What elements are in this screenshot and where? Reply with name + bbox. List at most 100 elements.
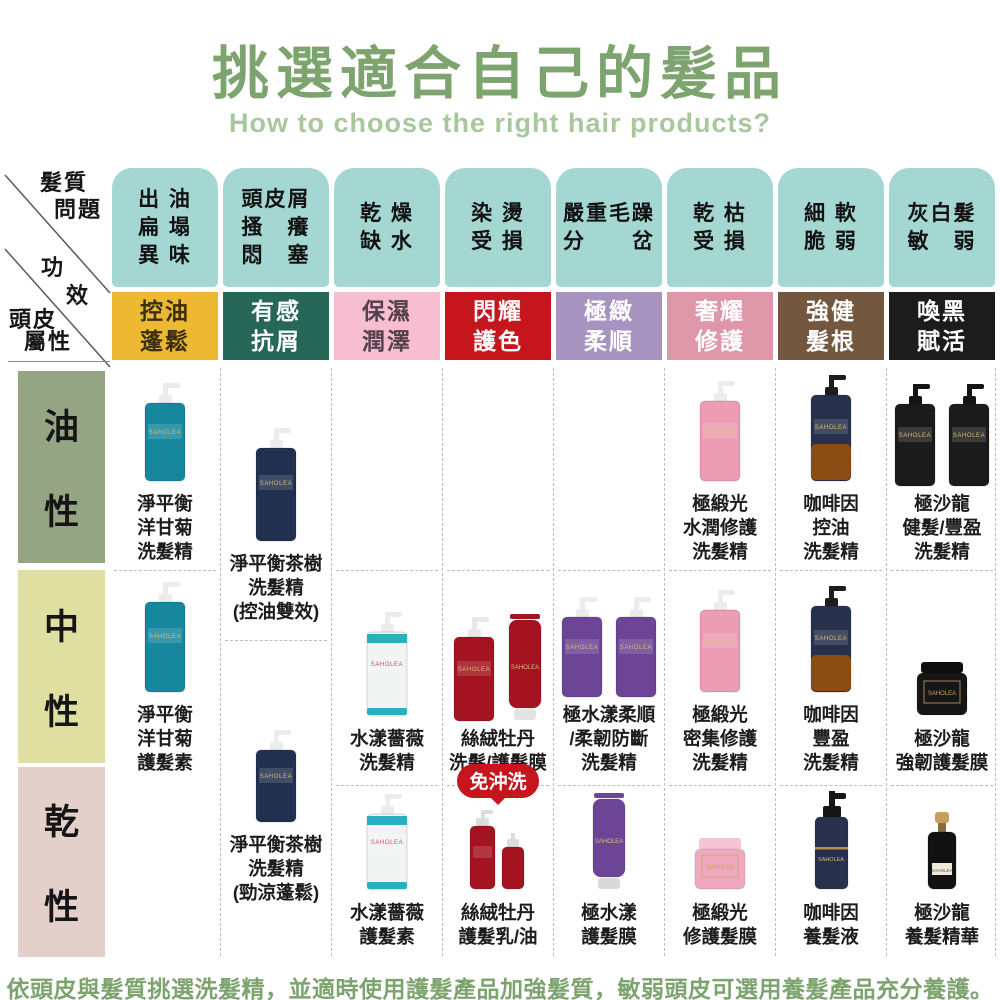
- grid-divider-horizontal: [336, 785, 438, 786]
- problem-header-moisturizing: 乾 燥缺 水: [334, 168, 440, 287]
- svg-text:SAHOLEA: SAHOLEA: [371, 840, 404, 846]
- problem-header-smoothing: 嚴重毛躁分 岔: [556, 168, 662, 287]
- text-line: 抗屑: [251, 327, 301, 354]
- grid-divider-horizontal: [669, 785, 771, 786]
- svg-text:SAHOLEA: SAHOLEA: [704, 429, 737, 435]
- text-line: 洗髮精: [581, 751, 637, 773]
- text-line: 閃耀: [473, 297, 523, 324]
- pump-bottle-icon: SAHOLEA: [361, 793, 413, 896]
- pump2-bottle-icon: SAHOLEA SAHOLEA: [889, 383, 995, 487]
- svg-text:SAHOLEA: SAHOLEA: [149, 430, 182, 436]
- text-line: 洗髮精: [248, 857, 304, 879]
- text-line: 蓬鬆: [140, 327, 190, 354]
- grid-divider-horizontal: [558, 785, 660, 786]
- product-name: 水漾薔薇 護髮素: [350, 901, 424, 949]
- svg-text:SAHOLEA: SAHOLEA: [620, 645, 653, 651]
- footer-note: 依頭皮與髮質挑選洗髮精，並適時使用護髮產品加強髮質，敏弱頭皮可選用養髮產品充分養…: [6, 976, 994, 1000]
- text-line: 中: [43, 607, 79, 647]
- grid-divider-vertical: [886, 368, 887, 956]
- text-line: 極水漾: [581, 901, 637, 923]
- corner-underline: [8, 361, 110, 362]
- corner-diagonal-lines: [4, 174, 111, 368]
- text-line: 咖啡因: [803, 703, 859, 725]
- text-line: 極緞光: [692, 901, 748, 923]
- text-line: 髮根: [806, 327, 856, 354]
- product-name: 水漾薔薇 洗髮精: [350, 727, 424, 775]
- effect-header-luxe-repair: 奢耀 修護: [667, 292, 773, 360]
- problem-header-anti-dandruff: 頭皮屑搔 癢悶 塞: [223, 168, 329, 287]
- product-cell-col2-span_top: SAHOLEA 淨平衡茶樹 洗髮精 (控油雙效): [223, 368, 329, 640]
- product-name: 極緞光 水潤修護 洗髮精: [683, 492, 757, 564]
- text-line: 淨平衡: [137, 703, 193, 725]
- svg-text:SAHOLEA: SAHOLEA: [458, 667, 491, 673]
- text-line: 賦活: [917, 327, 967, 354]
- text-line: 保濕: [362, 297, 412, 324]
- svg-text:SAHOLEA: SAHOLEA: [818, 857, 844, 863]
- text-line: 扁 塌: [138, 216, 192, 239]
- text-line: 柔順: [584, 327, 634, 354]
- jar-bottle-icon: SAHOLEA: [909, 659, 975, 722]
- text-line: 洗髮精: [692, 751, 748, 773]
- text-line: 受 損: [693, 230, 747, 253]
- text-line: 強健: [806, 297, 856, 324]
- text-line: 極沙龍: [914, 901, 970, 923]
- text-line: 淨平衡茶樹: [229, 833, 323, 855]
- text-line: 健髮/豐盈: [902, 516, 982, 538]
- product-name: 極水漾柔順/柔韌防斷 洗髮精: [563, 703, 656, 775]
- grid-divider-horizontal: [225, 640, 327, 641]
- text-line: 密集修護: [682, 727, 757, 749]
- row-label-oily: 油性: [18, 371, 105, 563]
- svg-text:SAHOLEA: SAHOLEA: [371, 662, 404, 668]
- text-line: 洗髮精: [914, 540, 970, 562]
- text-line: 水漾薔薇: [349, 727, 424, 749]
- text-line: 乾 枯: [693, 202, 747, 225]
- product-name: 咖啡因 養髮液: [803, 901, 859, 949]
- pump2-bottle-icon: SAHOLEA SAHOLEA: [556, 596, 662, 698]
- problem-header-color-protect: 染 燙受 損: [445, 168, 551, 287]
- text-line: 性: [43, 493, 79, 532]
- page-title: 挑選適合自己的髮品: [212, 42, 788, 106]
- svg-text:SAHOLEA: SAHOLEA: [566, 645, 599, 651]
- product-name: 極沙龍 強韌護髮膜: [896, 727, 989, 775]
- problem-header-oil-control: 出 油扁 塌異 味: [112, 168, 218, 287]
- text-line: 搔 癢: [241, 216, 311, 239]
- grid-divider-horizontal: [336, 570, 438, 571]
- text-line: 絲絨牡丹: [460, 727, 535, 749]
- text-line: 護髮膜: [581, 925, 637, 947]
- grid-divider-vertical: [553, 368, 554, 956]
- text-line: 控油: [140, 297, 190, 324]
- product-cell-col7-oily: SAHOLEA 咖啡因 控油 洗髮精: [778, 368, 884, 570]
- product-cell-col3-normal: SAHOLEA 水漾薔薇 洗髮精: [334, 570, 440, 785]
- text-line: 潤澤: [362, 327, 412, 354]
- text-line: 極沙龍: [914, 492, 970, 514]
- effect-header-moisturizing: 保濕 潤澤: [334, 292, 440, 360]
- grid-divider-horizontal: [114, 570, 216, 571]
- row-label-dry: 乾性: [18, 767, 105, 957]
- grid-divider-vertical: [664, 368, 665, 956]
- pump-bottle-icon: SAHOLEA: [805, 374, 857, 487]
- text-line: (控油雙效): [232, 600, 320, 622]
- grid-divider-horizontal: [558, 570, 660, 571]
- text-line: 受 損: [471, 230, 525, 253]
- text-line: 細 軟: [804, 202, 858, 225]
- text-line: 有感: [251, 297, 301, 324]
- grid-divider-vertical: [775, 368, 776, 956]
- text-line: 頭皮屑: [241, 188, 311, 211]
- product-name: 極沙龍 養髮精華: [905, 901, 979, 949]
- corner-effect-label-2: 效: [66, 283, 91, 308]
- product-cell-col8-dry: SAHOLEA 極沙龍 養髮精華: [889, 785, 995, 955]
- text-line: 洗髮精: [692, 540, 748, 562]
- text-line: 養髮液: [803, 925, 859, 947]
- text-line: 咖啡因: [803, 901, 859, 923]
- pump-bottle-icon: SAHOLEA: [694, 589, 746, 698]
- text-line: 強韌護髮膜: [895, 751, 989, 773]
- effect-header-root-strength: 強健 髮根: [778, 292, 884, 360]
- text-line: 護髮素: [359, 925, 415, 947]
- text-line: 養髮精華: [904, 925, 979, 947]
- text-line: 乾 燥: [360, 202, 414, 225]
- grid-divider-horizontal: [780, 785, 882, 786]
- product-cell-col8-oily: SAHOLEA SAHOLEA 極沙龍 健髮/豐盈 洗髮精: [889, 368, 995, 570]
- product-name: 極緞光 修護髮膜: [683, 901, 757, 949]
- pump-bottle-icon: SAHOLEA: [139, 581, 191, 698]
- product-cell-col4-dry: 免沖洗 絲絨牡丹 護髮乳/油: [445, 763, 551, 955]
